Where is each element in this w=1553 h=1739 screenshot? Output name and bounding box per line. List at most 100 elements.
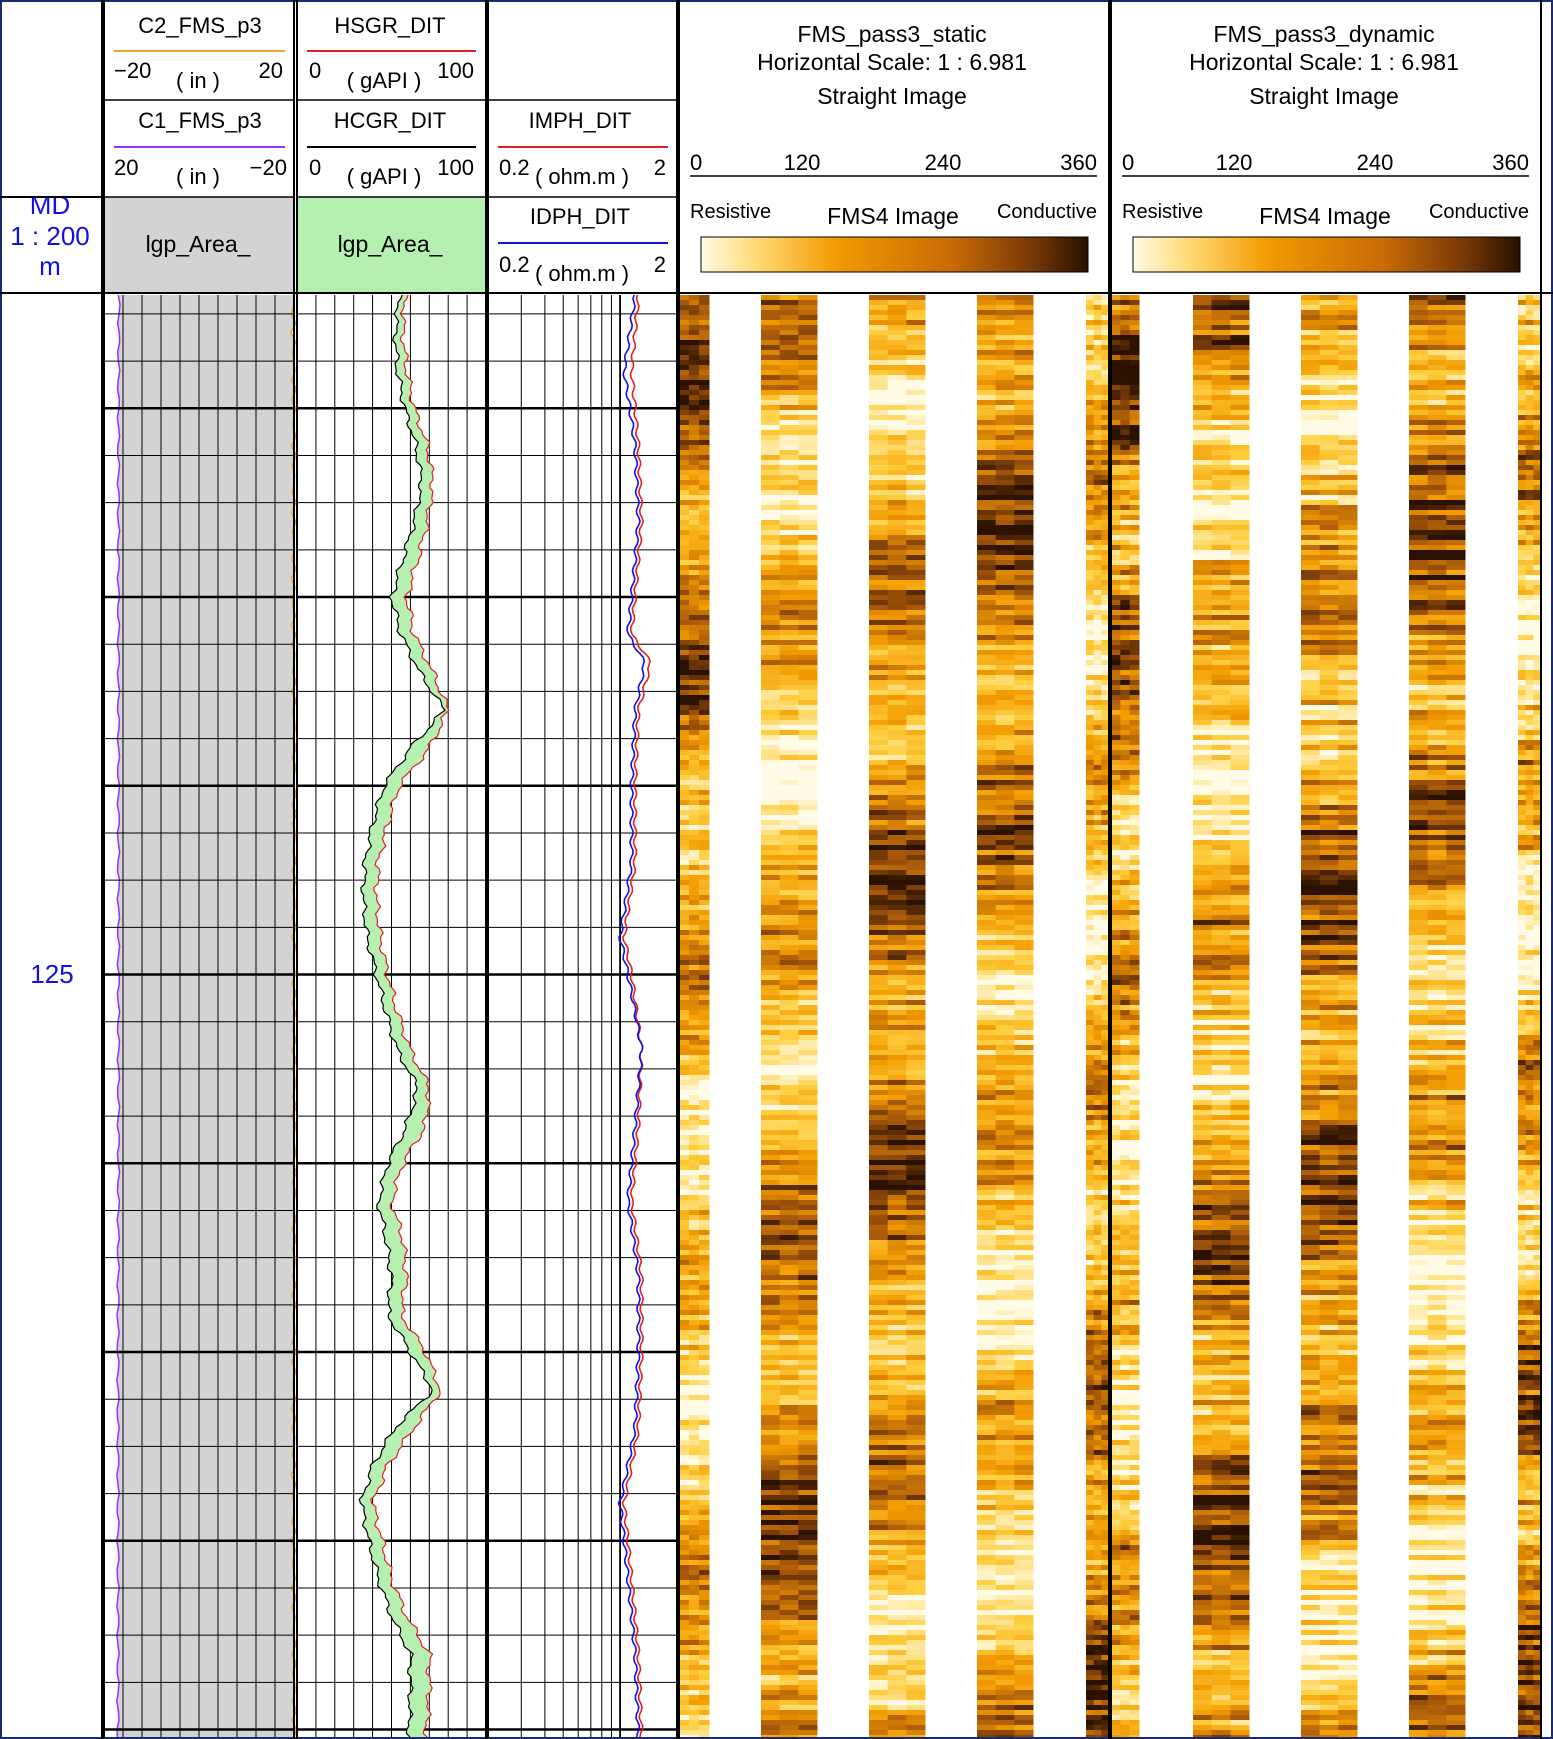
fms-pad-band [761, 570, 781, 576]
fms-pad-band [689, 320, 700, 326]
fms-pad-band [977, 780, 997, 786]
fms-pad-band [869, 735, 889, 741]
fms-pad-band [995, 1725, 1015, 1731]
fms-pad-band [995, 885, 1015, 891]
fms-pad-band [689, 1050, 700, 1056]
fms-pad-band [761, 1715, 781, 1721]
fms-pad-band [798, 1635, 818, 1641]
fms-pad-band [995, 1540, 1015, 1546]
fms-pad-band [906, 305, 926, 311]
fms-pad-band [887, 1020, 907, 1026]
fms-pad-band [1129, 390, 1140, 396]
fms-pad-band [699, 780, 710, 786]
fms-pad-band [1129, 695, 1140, 701]
fms-pad-band [1129, 755, 1140, 761]
fms-pad-band [1086, 635, 1095, 641]
fms-pad-band [906, 645, 926, 651]
fms-pad-band [1014, 1285, 1034, 1291]
fms-pad-band [906, 1700, 926, 1706]
fms-pad-band [798, 455, 818, 461]
fms-pad-band [1129, 1130, 1140, 1136]
fms-pad-band [679, 1130, 690, 1136]
fms-pad-band [1093, 1015, 1102, 1021]
fms-pad-band [1093, 760, 1102, 766]
fms-pad-band [906, 880, 926, 886]
fms-pad-band [1129, 560, 1140, 566]
fms-pad-band [679, 580, 690, 586]
fms-pad-band [1093, 1225, 1102, 1231]
fms-pad-band [1101, 1310, 1110, 1316]
fms-pad-band [689, 685, 700, 691]
fms-pad-band [1129, 845, 1140, 851]
fms-pad-band [995, 345, 1015, 351]
fms-pad-band [1101, 630, 1110, 636]
fms-pad-band [679, 1300, 690, 1306]
fms-pad-band [995, 500, 1015, 506]
fms-pad-band [977, 740, 997, 746]
fms-pad-band [1093, 1470, 1102, 1476]
fms-pad-band [977, 400, 997, 406]
fms-pad-band [689, 1605, 700, 1611]
fms-pad-band [699, 365, 710, 371]
fms-pad-band [798, 1550, 818, 1556]
fms-pad-band [977, 1115, 997, 1121]
fms-pad-band [1111, 355, 1121, 361]
fms-pad-band [679, 950, 690, 956]
fms-pad-band [761, 1385, 781, 1391]
fms-pad-band [689, 1480, 700, 1486]
fms-pad-band [1086, 1065, 1095, 1071]
fms-pad-band [699, 750, 710, 756]
fms-pad-band [906, 865, 926, 871]
fms-pad-band [1093, 420, 1102, 426]
fms-pad-band [761, 550, 781, 556]
fms-pad-band [906, 1640, 926, 1646]
fms-pad-band [1111, 445, 1121, 451]
fms-pad-band [995, 1005, 1015, 1011]
fms-pad-band [1086, 1330, 1095, 1336]
fms-pad-band [1086, 930, 1095, 936]
fms-pad-band [1120, 1190, 1131, 1196]
fms-pad-band [869, 1400, 889, 1406]
fms-pad-band [869, 1265, 889, 1271]
fms-pad-band [1093, 1000, 1102, 1006]
fms-pad-band [887, 960, 907, 966]
fms-pad-band [1120, 435, 1131, 441]
fms-pad-band [1101, 1090, 1110, 1096]
fms-pad-band [1093, 1375, 1102, 1381]
fms-pad-band [1014, 1075, 1034, 1081]
fms-pad-band [887, 530, 907, 536]
fms-pad-band [679, 970, 690, 976]
fms-pad-band [995, 430, 1015, 436]
fms-pad-band [699, 595, 710, 601]
fms-pad-band [779, 1300, 799, 1306]
fms-pad-band [779, 560, 799, 566]
fms-pad-band [1120, 360, 1131, 366]
fms-pad-band [1101, 1685, 1110, 1691]
fms-pad-band [1086, 490, 1095, 496]
fms-pad-band [679, 1185, 690, 1191]
fms-pad-band [995, 800, 1015, 806]
fms-pad-band [798, 1070, 818, 1076]
fms-pad-band [689, 1385, 700, 1391]
image-static-tick-0: 0 [690, 150, 702, 175]
fms-pad-band [887, 355, 907, 361]
fms-pad-band [1093, 1320, 1102, 1326]
fms-pad-band [995, 580, 1015, 586]
fms-pad-band [699, 945, 710, 951]
fms-pad-band [1120, 790, 1131, 796]
fms-pad-band [1086, 825, 1095, 831]
fms-pad-band [1093, 1435, 1102, 1441]
fms-pad-band [1014, 605, 1034, 611]
fms-pad-band [977, 540, 997, 546]
fms-pad-band [995, 1565, 1015, 1571]
fms-pad-band [1093, 1685, 1102, 1691]
fms-pad-band [869, 1135, 889, 1141]
fms-pad-band [977, 465, 997, 471]
fms-pad-band [887, 675, 907, 681]
fms-pad-band [869, 565, 889, 571]
fms-pad-band [679, 1615, 690, 1621]
fms-pad-band [995, 1055, 1015, 1061]
fms-pad-band [1014, 355, 1034, 361]
fms-pad-band [689, 470, 700, 476]
